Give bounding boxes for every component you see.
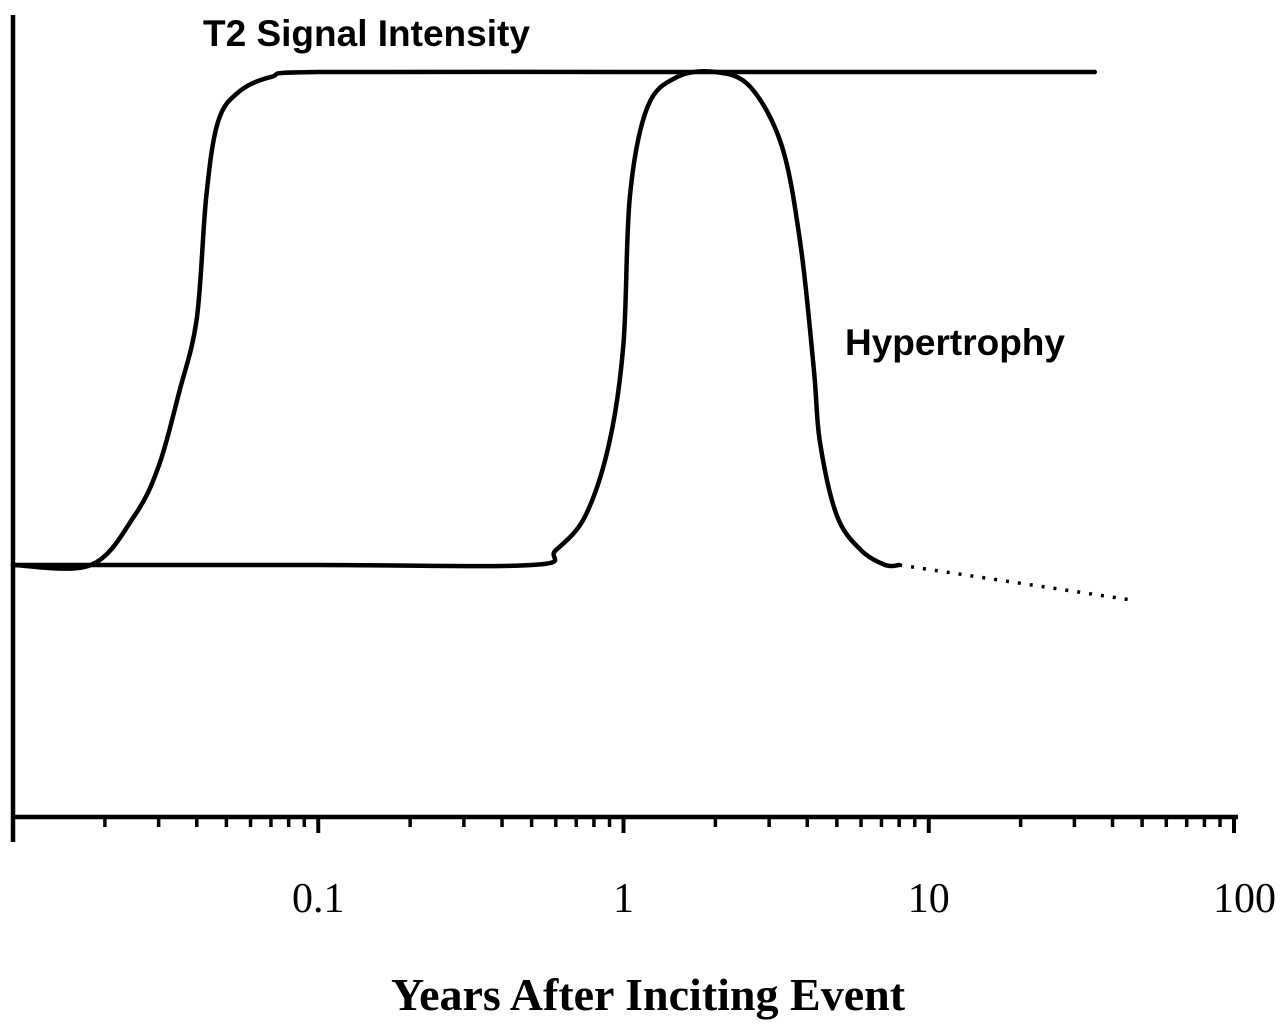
x-tick-label: 1: [613, 876, 634, 922]
x-tick-label: 100: [1213, 876, 1276, 922]
x-tick-label: 0.1: [292, 876, 345, 922]
series-line-t2-signal-intensity: [10, 69, 1098, 571]
x-ticks: [11, 817, 1236, 833]
series-group: [10, 69, 1129, 602]
series-tail-dotted: [898, 563, 1129, 602]
series-label-t2-signal-intensity: T2 Signal Intensity: [203, 13, 530, 54]
series-label-hypertrophy: Hypertrophy: [845, 322, 1065, 363]
x-axis-title: Years After Inciting Event: [391, 969, 906, 1020]
series-line-hypertrophy: [10, 69, 902, 569]
x-tick-label: 10: [908, 876, 950, 922]
x-tick-labels: 0.1 1 10 100: [292, 876, 1276, 922]
